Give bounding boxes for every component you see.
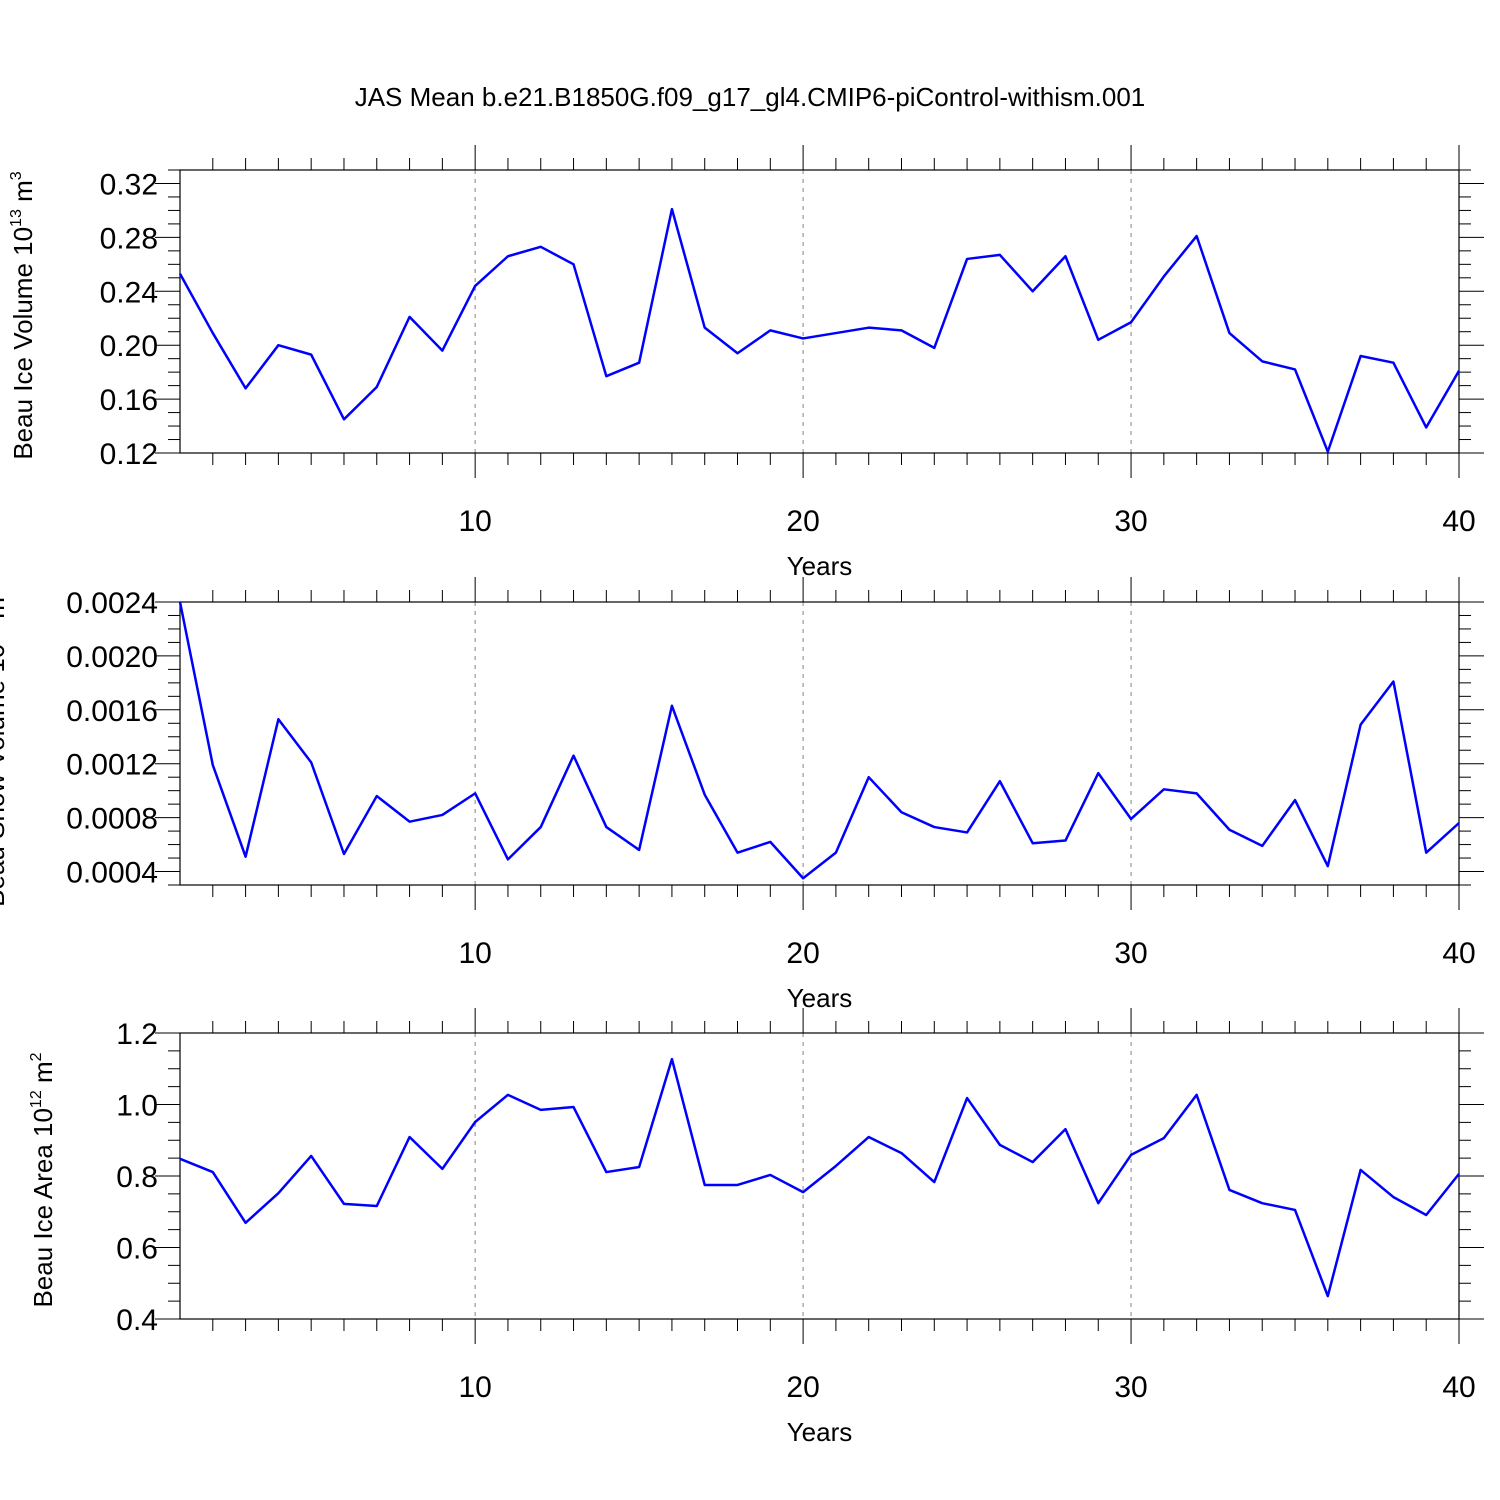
figure-title: JAS Mean b.e21.B1850G.f09_g17_gl4.CMIP6-… [355, 82, 1146, 112]
x-tick-label: 20 [786, 1371, 819, 1404]
y-axis-label: Beau Ice Volume 1013 m3 [8, 171, 38, 459]
y-tick-label: 0.0008 [66, 803, 158, 836]
y-tick-label: 0.0020 [66, 641, 158, 674]
data-line [179, 1057, 1460, 1298]
y-tick-label: 0.0012 [66, 749, 158, 782]
x-tick-label: 40 [1442, 505, 1475, 538]
y-tick-label: 0.28 [100, 222, 158, 255]
x-tick-label: 30 [1114, 505, 1147, 538]
y-label-unit: m [0, 597, 10, 626]
x-tick-label: 40 [1442, 937, 1475, 970]
plot-frame [179, 601, 1460, 886]
data-line [178, 207, 1461, 453]
y-label-exponent: 12 [28, 1090, 45, 1108]
x-axis-label: Years [787, 983, 853, 1013]
x-tick-label: 10 [458, 505, 491, 538]
y-tick-label: 0.8 [116, 1161, 158, 1194]
y-tick-label: 0.20 [100, 330, 158, 363]
x-axis-label: Years [787, 1417, 853, 1447]
y-label-unit-exponent: 3 [8, 171, 25, 180]
x-tick-label: 40 [1442, 1371, 1475, 1404]
y-tick-label: 0.4 [116, 1304, 158, 1337]
y-label-unit-exponent: 2 [28, 1052, 45, 1061]
y-label-unit: m [8, 180, 38, 209]
y-axis-label: Beau Ice Area 1012 m2 [28, 1052, 58, 1307]
y-tick-label: 0.0016 [66, 695, 158, 728]
x-tick-label: 10 [458, 1371, 491, 1404]
y-label-exponent: 13 [8, 209, 25, 227]
y-label-text: Beau Ice Volume 10 [8, 227, 38, 460]
y-label-text: Beau Ice Area 10 [28, 1108, 58, 1307]
x-tick-label: 30 [1114, 937, 1147, 970]
x-tick-label: 30 [1114, 1371, 1147, 1404]
y-tick-label: 0.0024 [66, 587, 158, 620]
x-axis-label: Years [787, 551, 853, 581]
y-axis-label: Beau Snow Volume 1012 m3 [0, 588, 10, 907]
data-line [178, 601, 1460, 880]
y-tick-label: 0.24 [100, 276, 158, 309]
y-tick-label: 0.0004 [66, 857, 158, 890]
plot-frame [179, 1032, 1460, 1320]
y-tick-label: 0.16 [100, 384, 158, 417]
y-tick-label: 0.32 [100, 168, 158, 201]
y-label-unit: m [28, 1061, 58, 1090]
y-tick-label: 1.0 [116, 1090, 158, 1123]
plot-frame [179, 169, 1460, 454]
y-tick-label: 1.2 [116, 1018, 158, 1051]
y-tick-label: 0.12 [100, 438, 158, 471]
x-tick-label: 20 [786, 937, 819, 970]
y-label-text: Beau Snow Volume 10 [0, 644, 10, 907]
y-tick-label: 0.6 [116, 1233, 158, 1266]
x-tick-label: 10 [458, 937, 491, 970]
x-tick-label: 20 [786, 505, 819, 538]
